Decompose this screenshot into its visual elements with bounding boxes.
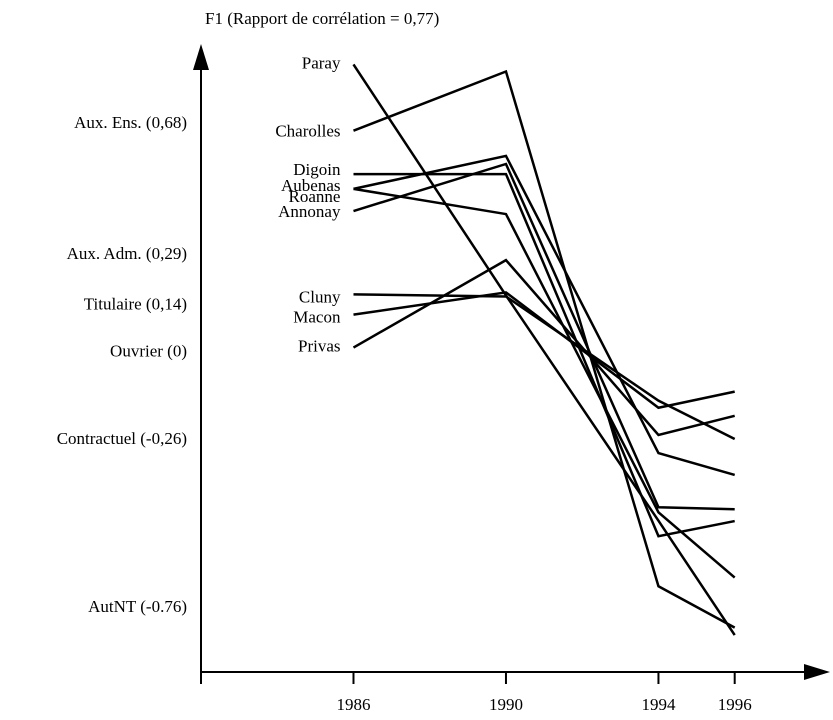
series-line [352, 258, 736, 437]
series-label: Annonay [278, 202, 341, 221]
series-line [352, 63, 736, 636]
series-label: Digoin [293, 160, 341, 179]
x-tick-label: 1996 [718, 695, 752, 714]
y-axis-arrow [193, 44, 209, 70]
series-line [353, 187, 736, 579]
series-label: Aubenas [281, 176, 340, 195]
series-label: Paray [302, 53, 341, 72]
y-tick-label: Aux. Ens. (0,68) [74, 113, 187, 132]
y-tick-label: Contractuel (-0,26) [57, 429, 187, 448]
series-line [353, 162, 735, 511]
series-label: Privas [298, 336, 341, 355]
y-tick-label: Ouvrier (0) [110, 342, 187, 361]
chart-title: F1 (Rapport de corrélation = 0,77) [205, 9, 439, 28]
series-line [353, 69, 736, 629]
series-label: Roanne [289, 187, 341, 206]
x-axis-arrow [804, 664, 830, 680]
series-line [353, 172, 735, 538]
series-label: Macon [293, 308, 341, 327]
y-tick-label: AutNT (-0.76) [88, 597, 187, 616]
y-tick-label: Aux. Adm. (0,29) [67, 244, 187, 263]
series-label: Cluny [299, 287, 341, 306]
x-tick-label: 1990 [489, 695, 523, 714]
y-tick-label: Titulaire (0,14) [84, 294, 187, 313]
x-tick-label: 1994 [641, 695, 676, 714]
x-tick-label: 1986 [336, 695, 370, 714]
series-label: Charolles [275, 122, 340, 141]
series-line [353, 154, 736, 477]
